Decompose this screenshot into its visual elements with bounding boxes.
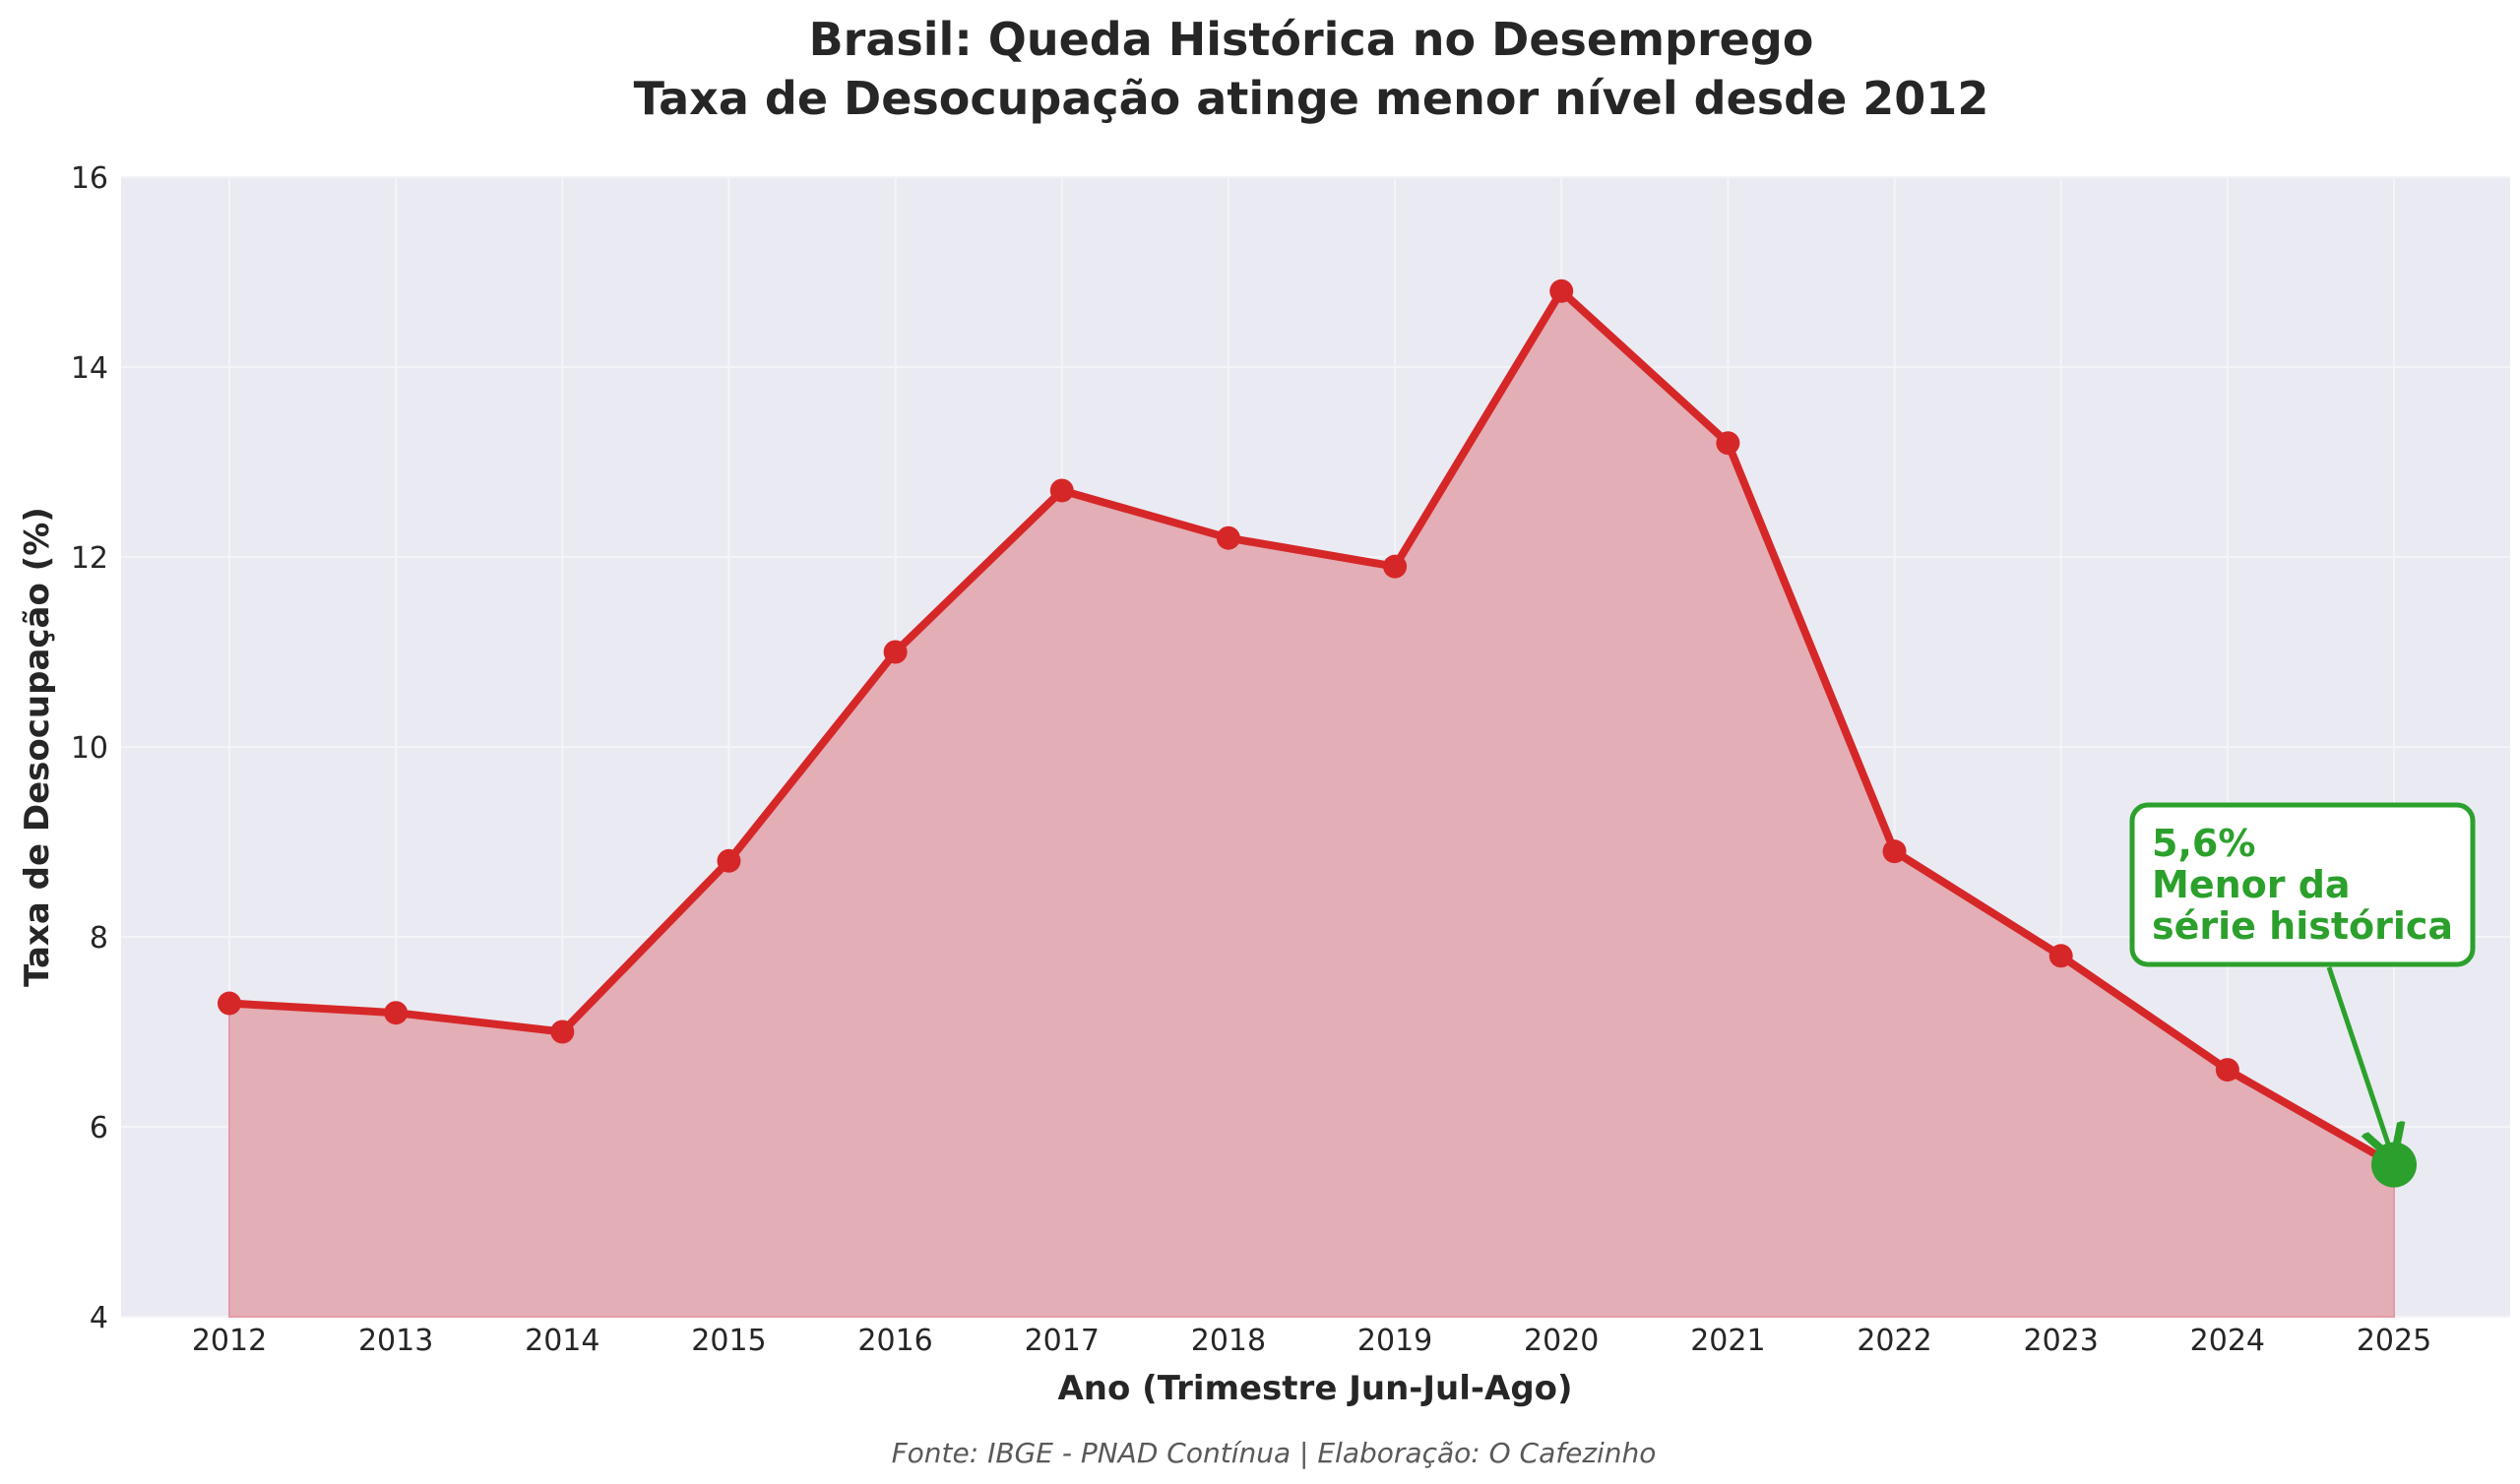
y-tick-label: 14 — [71, 351, 108, 386]
annotation-line2-text: Menor da — [2152, 863, 2351, 906]
data-point-2021 — [1716, 431, 1740, 456]
y-tick-label: 4 — [90, 1301, 108, 1335]
x-tick-label: 2024 — [2190, 1324, 2265, 1358]
x-tick-label: 2020 — [1524, 1324, 1599, 1358]
y-tick-labels: 4 6 8 10 12 14 16 — [71, 161, 108, 1335]
data-point-2024 — [2215, 1058, 2239, 1082]
source-note: Fonte: IBGE - PNAD Contínua | Elaboração… — [892, 1437, 1657, 1469]
annotation-value-text: 5,6% — [2152, 822, 2255, 865]
annotation-line3-text: série histórica — [2152, 904, 2453, 948]
data-point-2014 — [550, 1020, 575, 1044]
y-tick-label: 16 — [71, 161, 108, 196]
data-point-2012 — [218, 991, 241, 1016]
annotation-box — [2129, 802, 2476, 967]
data-point-2018 — [1216, 526, 1240, 550]
y-tick-label: 8 — [90, 921, 108, 956]
y-tick-label: 6 — [90, 1111, 108, 1145]
data-point-2017 — [1049, 478, 1074, 503]
x-tick-label: 2012 — [192, 1324, 267, 1358]
y-axis-label: Taxa de Desocupação (%) — [18, 507, 57, 987]
x-tick-label: 2025 — [2357, 1324, 2431, 1358]
lowest-value-annotation: 5,6% Menor da série histórica — [2129, 802, 2476, 1155]
data-point-2015 — [717, 848, 741, 873]
data-point-2022 — [1882, 839, 1907, 864]
y-tick-label: 10 — [71, 731, 108, 766]
highlight-point — [2371, 1142, 2417, 1188]
data-point-2020 — [1549, 278, 1574, 303]
x-tick-labels: 2012 2013 2014 2015 2016 2017 2018 2019 2020 2021… — [192, 1324, 2431, 1358]
x-tick-label: 2022 — [1857, 1324, 1931, 1358]
data-point-2016 — [883, 640, 908, 664]
x-tick-label: 2018 — [1191, 1324, 1266, 1358]
x-axis-label: Ano (Trimestre Jun-Jul-Ago) — [1057, 1369, 1572, 1408]
x-tick-label: 2019 — [1357, 1324, 1432, 1358]
y-tick-label: 12 — [71, 541, 108, 576]
data-point-2023 — [2048, 944, 2073, 968]
x-tick-label: 2021 — [1690, 1324, 1765, 1358]
data-point-2013 — [384, 1001, 409, 1025]
x-tick-label: 2015 — [691, 1324, 766, 1358]
chart-title-line2: Taxa de Desocupação atinge menor nível d… — [634, 72, 1989, 125]
line-layer — [225, 286, 2398, 1169]
x-tick-label: 2023 — [2024, 1324, 2099, 1358]
x-tick-label: 2013 — [358, 1324, 433, 1358]
data-point-2019 — [1383, 554, 1408, 579]
x-tick-label: 2017 — [1025, 1324, 1100, 1358]
chart-title-line1: Brasil: Queda Histórica no Desemprego — [809, 13, 1814, 66]
annotation-arrow — [2326, 966, 2392, 1155]
series-line — [225, 286, 2398, 1169]
x-tick-label: 2016 — [857, 1324, 932, 1358]
x-tick-label: 2014 — [525, 1324, 599, 1358]
